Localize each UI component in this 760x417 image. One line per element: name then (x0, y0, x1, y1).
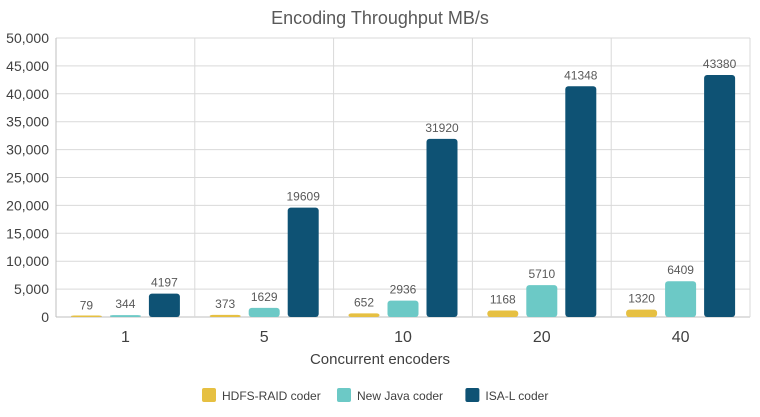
bar-new-java-coder-40 (665, 281, 697, 317)
legend-label: New Java coder (357, 389, 443, 403)
x-tick-label: 5 (260, 329, 269, 346)
chart-title: Encoding Throughput MB/s (271, 8, 489, 28)
data-label: 19609 (287, 190, 321, 204)
bar-hdfs-raid-coder-20 (487, 310, 519, 317)
data-label: 4197 (151, 276, 178, 290)
legend: HDFS-RAID coder New Java coder ISA-L coder (202, 388, 548, 403)
bars (70, 74, 736, 317)
y-tick-label: 35,000 (6, 114, 49, 130)
data-label: 373 (215, 297, 235, 311)
bar-new-java-coder-20 (526, 285, 558, 317)
bar-isa-l-coder-40 (704, 74, 736, 317)
data-label: 41348 (564, 68, 598, 82)
bar-isa-l-coder-10 (426, 138, 458, 317)
x-tick-label: 40 (672, 329, 690, 346)
legend-item: ISA-L coder (465, 388, 548, 403)
y-tick-label: 50,000 (6, 30, 49, 46)
bar-hdfs-raid-coder-5 (209, 314, 241, 317)
gridlines (55, 37, 751, 318)
bar-isa-l-coder-20 (565, 86, 597, 317)
data-label: 1168 (490, 292, 516, 306)
y-tick-label: 0 (41, 309, 49, 325)
data-label: 652 (354, 295, 374, 309)
data-label: 344 (115, 297, 135, 311)
y-tick-label: 5,000 (14, 281, 49, 297)
legend-swatch (465, 388, 480, 402)
bar-new-java-coder-10 (387, 300, 419, 317)
bar-isa-l-coder-5 (287, 207, 319, 317)
data-label: 31920 (425, 121, 459, 135)
y-tick-label: 40,000 (6, 86, 49, 102)
bar-isa-l-coder-1 (148, 293, 180, 317)
data-label: 43380 (703, 57, 737, 71)
data-label: 2936 (390, 283, 417, 297)
y-tick-label: 25,000 (6, 170, 49, 186)
x-tick-label: 10 (394, 329, 412, 346)
y-tick-label: 15,000 (6, 225, 49, 241)
bar-hdfs-raid-coder-1 (70, 315, 102, 317)
y-axis-ticks: 0 5,000 10,000 15,000 20,000 25,000 30,000 35,0… (6, 30, 49, 325)
x-tick-label: 1 (121, 329, 130, 346)
x-axis-ticks: 1 5 10 20 40 (121, 329, 690, 346)
bar-hdfs-raid-coder-10 (348, 313, 380, 317)
bar-new-java-coder-5 (248, 307, 280, 317)
data-label: 6409 (667, 263, 694, 277)
data-label: 1629 (251, 290, 278, 304)
legend-item: HDFS-RAID coder (202, 388, 321, 403)
data-label: 1320 (628, 292, 655, 306)
y-tick-label: 30,000 (6, 142, 49, 158)
data-labels: 79 344 4197 373 1629 19609 652 2936 31920 1168 571… (80, 57, 737, 313)
x-tick-label: 20 (533, 329, 551, 346)
bar-new-java-coder-1 (109, 315, 141, 317)
legend-swatch (202, 388, 216, 402)
x-axis-label: Concurrent encoders (310, 351, 450, 368)
y-tick-label: 20,000 (6, 197, 49, 213)
data-label: 5710 (528, 267, 555, 281)
legend-item: New Java coder (337, 388, 443, 403)
legend-label: ISA-L coder (485, 389, 548, 403)
y-tick-label: 10,000 (6, 253, 49, 269)
bar-hdfs-raid-coder-40 (626, 309, 658, 317)
legend-swatch (337, 388, 351, 402)
y-tick-label: 45,000 (6, 58, 49, 74)
data-label: 79 (80, 299, 94, 313)
legend-label: HDFS-RAID coder (222, 389, 321, 403)
